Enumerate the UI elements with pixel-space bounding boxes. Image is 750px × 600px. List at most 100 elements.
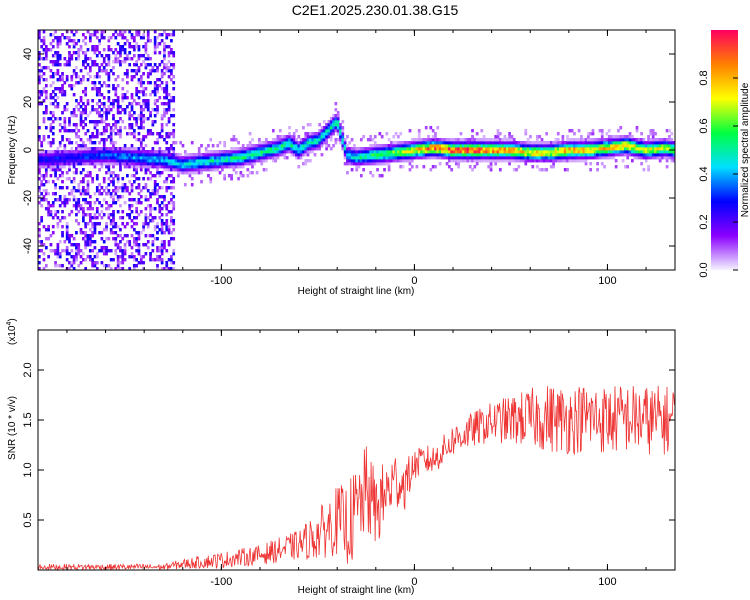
spectrogram-cell bbox=[380, 135, 384, 139]
spectrogram-cell bbox=[88, 237, 92, 241]
spectrogram-cell bbox=[61, 225, 64, 229]
spectrogram-cell bbox=[568, 129, 572, 133]
spectrogram-cell bbox=[165, 228, 169, 232]
spectrogram-cell bbox=[598, 153, 602, 157]
spectrogram-cell bbox=[501, 141, 504, 145]
spectrogram-cell bbox=[244, 150, 247, 154]
spectrogram-cell bbox=[214, 162, 217, 166]
spectrogram-cell bbox=[42, 138, 46, 142]
spectrogram-cell bbox=[82, 156, 85, 160]
spectrogram-cell bbox=[538, 141, 542, 145]
spectrogram-cell bbox=[121, 153, 125, 157]
spectrogram-cell bbox=[302, 126, 305, 130]
spectrogram-cell bbox=[554, 159, 558, 163]
spectrogram-cell bbox=[132, 180, 136, 184]
spectrogram-cell bbox=[40, 243, 44, 247]
spectrogram-cell bbox=[577, 129, 581, 133]
spectrogram-cell bbox=[197, 156, 201, 160]
spectrogram-cell bbox=[197, 147, 201, 151]
spectrogram-cell bbox=[665, 165, 669, 169]
spectrogram-cell bbox=[54, 93, 57, 97]
spectrogram-cell bbox=[167, 168, 171, 172]
spectrogram-cell bbox=[172, 153, 176, 157]
spectrogram-cell bbox=[598, 129, 602, 133]
spectrogram-cell bbox=[142, 222, 145, 226]
spectrogram-cell bbox=[628, 153, 632, 157]
spectrogram-cell bbox=[223, 144, 227, 148]
spectrogram-cell bbox=[121, 183, 125, 187]
spectrogram-cell bbox=[265, 168, 268, 172]
spectrogram-cell bbox=[156, 66, 159, 70]
spectrogram-cell bbox=[336, 114, 340, 118]
spectrogram-cell bbox=[72, 267, 76, 270]
spectrogram-cell bbox=[77, 204, 81, 208]
spectrogram-cell bbox=[146, 102, 150, 106]
spectrogram-cell bbox=[526, 144, 530, 148]
spectrogram-cell bbox=[329, 135, 333, 139]
spectrogram-cell bbox=[417, 129, 421, 133]
spectrogram-cell bbox=[656, 138, 660, 142]
spectrogram-cell bbox=[170, 132, 173, 136]
spectrogram-cell bbox=[232, 165, 236, 169]
spectrogram-cell bbox=[160, 117, 164, 121]
spectrogram-cell bbox=[44, 93, 48, 97]
spectrogram-cell bbox=[427, 141, 430, 145]
spectrogram-cell bbox=[139, 156, 143, 160]
spectrogram-cell bbox=[670, 150, 674, 154]
spectrogram-cell bbox=[429, 150, 433, 154]
spectrogram-cell bbox=[130, 75, 134, 79]
spectrogram-cell bbox=[473, 153, 477, 157]
spectrogram-cell bbox=[485, 141, 488, 145]
spectrogram-cell bbox=[112, 201, 115, 205]
spectrogram-cell bbox=[445, 153, 449, 157]
spectrogram-cell bbox=[223, 156, 227, 160]
spectrogram-cell bbox=[84, 240, 88, 244]
spectrogram-cell bbox=[49, 126, 53, 130]
spectrogram-cell bbox=[165, 93, 169, 97]
spectrogram-cell bbox=[519, 147, 523, 151]
spectrogram-cell bbox=[610, 150, 613, 154]
spectrogram-cell bbox=[211, 165, 215, 169]
spectrogram-cell bbox=[105, 69, 108, 73]
spectrogram-cell bbox=[146, 177, 150, 181]
spectrogram-cell bbox=[163, 114, 166, 118]
spectrogram-cell bbox=[56, 159, 60, 163]
spectrogram-cell bbox=[95, 186, 99, 190]
spectrogram-cell bbox=[38, 195, 41, 199]
spectrogram-cell bbox=[135, 237, 139, 241]
spectrogram-cell bbox=[70, 147, 74, 151]
spectrogram-cell bbox=[68, 252, 71, 256]
spectrogram-cell bbox=[79, 96, 83, 100]
spectrogram-cell bbox=[614, 144, 618, 148]
spectrogram-cell bbox=[144, 99, 148, 103]
spectrogram-cell bbox=[320, 126, 324, 130]
spectrogram-cell bbox=[454, 162, 458, 166]
spectrogram-cell bbox=[167, 231, 171, 235]
spectrogram-cell bbox=[123, 126, 127, 130]
spectrogram-cell bbox=[128, 132, 132, 136]
spectrogram-cell bbox=[552, 156, 555, 160]
spectrogram-cell bbox=[40, 180, 44, 184]
spectrogram-cell bbox=[84, 42, 88, 46]
spectrogram-cell bbox=[214, 168, 217, 172]
spectrogram-cell bbox=[281, 153, 284, 157]
spectrogram-cell bbox=[102, 180, 106, 184]
spectrogram-cell bbox=[559, 156, 562, 160]
spectrogram-cell bbox=[49, 234, 53, 238]
spectrogram-cell bbox=[478, 147, 481, 151]
spectrogram-cell bbox=[181, 156, 185, 160]
spectrogram-cell bbox=[38, 234, 41, 238]
spectrogram-cell bbox=[142, 150, 145, 154]
spectrogram-cell bbox=[480, 153, 484, 157]
spectrogram-cell bbox=[95, 132, 99, 136]
spectrogram-cell bbox=[56, 216, 60, 220]
spectrogram-cell bbox=[186, 171, 189, 175]
spectrogram-cell bbox=[128, 156, 132, 160]
spectrogram-cell bbox=[132, 240, 136, 244]
x-tick-label: 100 bbox=[598, 576, 616, 588]
spectrogram-cell bbox=[561, 147, 565, 151]
spectrogram-cell bbox=[58, 54, 62, 58]
spectrogram-cell bbox=[109, 69, 113, 73]
spectrogram-cell bbox=[121, 33, 125, 37]
spectrogram-cell bbox=[302, 144, 305, 148]
